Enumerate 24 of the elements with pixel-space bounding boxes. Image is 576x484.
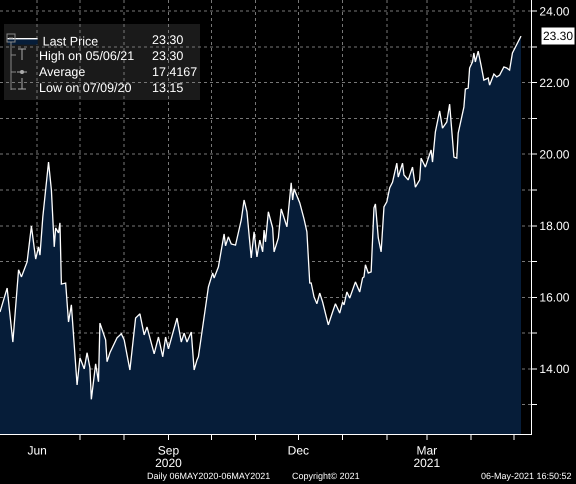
x2-tick-label: 2021 [413,456,440,470]
annotation: Average [39,65,86,79]
annotation: 17.4167 [152,65,198,79]
x-tick-label: Dec [288,443,309,458]
legend-label: Last Price [42,34,98,49]
x2-tick-label: 2020 [155,456,182,470]
annotation: 23.30 [152,49,184,63]
y-tick-label: 22.00 [539,76,570,90]
x-tick-label: Mar [416,443,438,458]
text: Copyright© 2021 [292,471,360,481]
y-tick-label: 18.00 [539,218,570,233]
annotation: 23.30 [152,33,184,47]
y-tick-label: 20.00 [539,147,570,162]
x-tick-label: Sep [158,443,180,458]
annotation: Low on 07/09/20 [39,81,132,95]
x-tick-label: Jun [27,443,47,458]
y-tick-label: 14.00 [539,362,570,376]
annotation: High on 05/06/21 [39,49,134,63]
annotation: 23.30 [543,29,574,43]
y-tick-label: 16.00 [539,290,570,305]
annotation: 13.15 [152,81,184,95]
text: Daily 06MAY2020-06MAY2021 [147,471,270,481]
y-tick-label: 24.00 [539,4,570,18]
text: 06-May-2021 16:50:52 [481,471,572,481]
